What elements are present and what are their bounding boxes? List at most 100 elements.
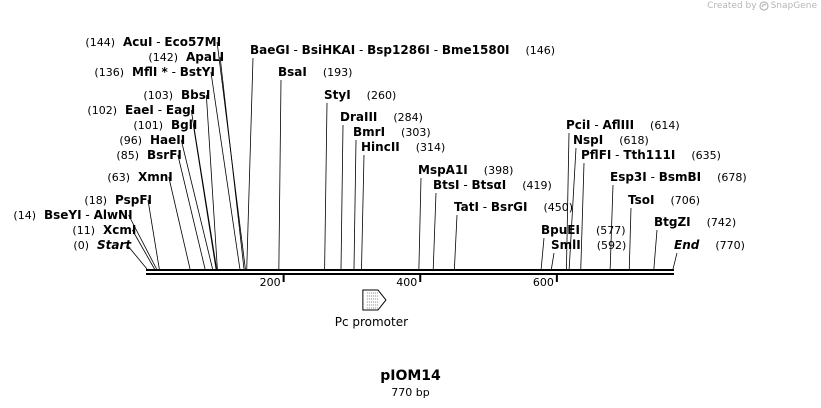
site-xcmi[interactable]: (11) XcmI: [72, 223, 155, 270]
site-smli[interactable]: SmlI (592): [551, 238, 626, 270]
enzyme-name[interactable]: EagI: [166, 103, 195, 117]
enzyme-name[interactable]: PflFI: [581, 148, 611, 162]
enzyme-name[interactable]: BtgZI: [654, 215, 691, 229]
site-label-text[interactable]: (11) XcmI: [72, 223, 136, 237]
site-label-text[interactable]: BtsI - BtsαI (419): [433, 178, 552, 192]
site-label-text[interactable]: (96) HaeII: [119, 133, 185, 147]
site-mfli[interactable]: (136) MflI * - BstYI: [94, 65, 241, 270]
enzyme-name[interactable]: HincII: [361, 140, 400, 154]
site-btsi[interactable]: BtsI - BtsαI (419): [432, 178, 552, 270]
enzyme-name[interactable]: Tth111I: [623, 148, 675, 162]
enzyme-name[interactable]: Eco57MI: [164, 35, 221, 49]
site-label-text[interactable]: (0) Start: [73, 238, 132, 252]
site-label-text[interactable]: Esp3I - BsmBI (678): [610, 170, 747, 184]
site-tati[interactable]: TatI - BsrGI (450): [454, 200, 573, 270]
enzyme-name[interactable]: Esp3I: [610, 170, 647, 184]
site-label-text[interactable]: TatI - BsrGI (450): [454, 200, 573, 214]
enzyme-name[interactable]: BmrI: [353, 125, 385, 139]
site-label-text[interactable]: (102) EaeI - EagI: [87, 103, 195, 117]
site-bseyi[interactable]: (14) BseYI - AlwNI: [13, 208, 157, 270]
site-pcii[interactable]: PciI - AflIII (614): [566, 118, 680, 270]
enzyme-name[interactable]: PciI: [566, 118, 591, 132]
enzyme-name[interactable]: EaeI: [125, 103, 154, 117]
enzyme-name[interactable]: BsrFI: [147, 148, 182, 162]
site-label-text[interactable]: End (770): [674, 238, 745, 252]
enzyme-name[interactable]: BsaI: [278, 65, 307, 79]
site-label-text[interactable]: TsoI (706): [628, 193, 700, 207]
enzyme-name[interactable]: ApaLI: [186, 50, 224, 64]
enzyme-name[interactable]: MflI *: [132, 65, 168, 79]
enzyme-name[interactable]: BaeGI: [250, 43, 290, 57]
site-haeii[interactable]: (96) HaeII: [119, 133, 213, 270]
enzyme-name[interactable]: Bsp1286I: [367, 43, 430, 57]
site-xmni[interactable]: (63) XmnI: [107, 170, 191, 270]
site-bmri[interactable]: BmrI (303): [353, 125, 431, 270]
site-mspa1i[interactable]: MspA1I (398): [418, 163, 513, 270]
site-bsai[interactable]: BsaI (193): [278, 65, 352, 270]
site-label-text[interactable]: StyI (260): [324, 88, 396, 102]
enzyme-name[interactable]: DraIII: [340, 110, 377, 124]
enzyme-name[interactable]: BsmBI: [659, 170, 701, 184]
site-bbsi[interactable]: (103) BbsI: [143, 88, 218, 270]
enzyme-name[interactable]: PspFI: [115, 193, 152, 207]
enzyme-name[interactable]: TatI: [454, 200, 479, 214]
feature-pc-promoter[interactable]: Pc promoter: [335, 289, 408, 329]
site-start[interactable]: (0) Start: [73, 238, 148, 270]
enzyme-name[interactable]: End: [674, 238, 700, 252]
enzyme-name[interactable]: BglI: [171, 118, 197, 132]
site-label-text[interactable]: (14) BseYI - AlwNI: [13, 208, 132, 222]
enzyme-name[interactable]: XcmI: [103, 223, 136, 237]
site-bpuei[interactable]: BpuEI (577): [540, 223, 626, 270]
enzyme-name[interactable]: BsrGI: [491, 200, 528, 214]
site-draiii[interactable]: DraIII (284): [340, 110, 423, 270]
promoter-arrow-icon[interactable]: [362, 289, 387, 311]
enzyme-name[interactable]: BstYI: [180, 65, 215, 79]
site-label-text[interactable]: (144) AcuI - Eco57MI: [85, 35, 221, 49]
enzyme-name[interactable]: MspA1I: [418, 163, 468, 177]
enzyme-name[interactable]: SmlI: [551, 238, 581, 252]
site-btgzi[interactable]: BtgZI (742): [653, 215, 736, 270]
enzyme-name[interactable]: AflIII: [602, 118, 634, 132]
enzyme-name[interactable]: StyI: [324, 88, 351, 102]
enzyme-name[interactable]: NspI: [573, 133, 603, 147]
enzyme-name[interactable]: BtsαI: [471, 178, 506, 192]
site-pflfi[interactable]: PflFI - Tth111I (635): [580, 148, 721, 270]
site-baegi[interactable]: BaeGI - BsiHKAI - Bsp1286I - Bme1580I (14…: [246, 43, 555, 270]
site-esp3i[interactable]: Esp3I - BsmBI (678): [609, 170, 747, 270]
enzyme-name[interactable]: AcuI: [123, 35, 152, 49]
site-label-text[interactable]: (136) MflI * - BstYI: [94, 65, 215, 79]
enzyme-name[interactable]: TsoI: [628, 193, 654, 207]
enzyme-name[interactable]: XmnI: [138, 170, 173, 184]
site-label-text[interactable]: BsaI (193): [278, 65, 352, 79]
site-end[interactable]: End (770): [672, 238, 745, 270]
enzyme-name[interactable]: BbsI: [181, 88, 210, 102]
site-hincii[interactable]: HincII (314): [361, 140, 445, 270]
site-label-text[interactable]: SmlI (592): [551, 238, 626, 252]
enzyme-name[interactable]: AlwNI: [94, 208, 133, 222]
site-label-text[interactable]: BaeGI - BsiHKAI - Bsp1286I - Bme1580I (14…: [250, 43, 555, 57]
enzyme-name[interactable]: Start: [97, 238, 132, 252]
site-label-text[interactable]: NspI (618): [573, 133, 649, 147]
site-bsrfi[interactable]: (85) BsrFI: [116, 148, 206, 270]
site-label-text[interactable]: BpuEI (577): [541, 223, 626, 237]
site-label-text[interactable]: HincII (314): [361, 140, 445, 154]
enzyme-name[interactable]: BtsI: [433, 178, 460, 192]
site-bgli[interactable]: (101) BglI: [133, 118, 217, 270]
enzyme-name[interactable]: BpuEI: [541, 223, 580, 237]
site-label-text[interactable]: DraIII (284): [340, 110, 423, 124]
site-label-text[interactable]: BmrI (303): [353, 125, 431, 139]
site-label-text[interactable]: (142) ApaLI: [148, 50, 224, 64]
site-label-text[interactable]: BtgZI (742): [654, 215, 736, 229]
enzyme-name[interactable]: BsiHKAI: [302, 43, 356, 57]
enzyme-name[interactable]: BseYI: [44, 208, 82, 222]
site-apali[interactable]: (142) ApaLI: [148, 50, 245, 270]
enzyme-name[interactable]: HaeII: [150, 133, 185, 147]
site-label-text[interactable]: (63) XmnI: [107, 170, 172, 184]
site-label-text[interactable]: MspA1I (398): [418, 163, 513, 177]
site-nspi[interactable]: NspI (618): [568, 133, 649, 270]
site-label-text[interactable]: (85) BsrFI: [116, 148, 181, 162]
site-label-text[interactable]: (101) BglI: [133, 118, 197, 132]
site-tsoi[interactable]: TsoI (706): [628, 193, 700, 270]
site-pspfi[interactable]: (18) PspFI: [84, 193, 160, 270]
site-label-text[interactable]: PflFI - Tth111I (635): [581, 148, 721, 162]
